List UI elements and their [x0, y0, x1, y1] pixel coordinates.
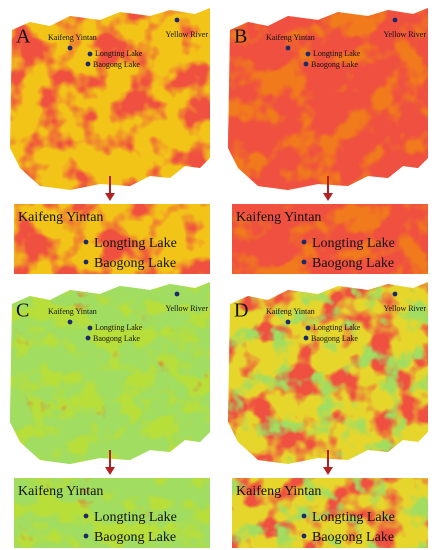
heat-texture	[228, 282, 428, 464]
site-dot	[174, 17, 180, 23]
place-label: Kaifeng Yintan	[48, 33, 97, 42]
arrow-head	[105, 193, 115, 201]
site-dot	[285, 319, 291, 325]
place-label: Kaifeng Yintan	[266, 33, 315, 42]
site-dot	[83, 239, 89, 245]
site-dot	[83, 533, 89, 539]
site-dot	[87, 51, 93, 57]
place-label: Longting Lake	[313, 49, 361, 58]
site-dot	[285, 45, 291, 51]
place-label: Baogong Lake	[93, 60, 140, 69]
site-dot	[67, 45, 73, 51]
place-label: Kaifeng Yintan	[266, 307, 315, 316]
heat-texture	[10, 282, 210, 464]
site-dot	[305, 325, 311, 331]
place-label: Baogong Lake	[312, 530, 394, 545]
panel: D Kaifeng Yintan Longting Lake Baogong Lake…	[228, 282, 428, 548]
site-dot	[392, 291, 398, 297]
zoom-inset: Kaifeng Yintan Longting Lake Baogong Lake	[232, 204, 428, 274]
site-dot	[301, 259, 307, 265]
heat-texture	[14, 478, 210, 548]
map	[10, 282, 210, 464]
map	[228, 8, 428, 190]
place-label: Kaifeng Yintan	[48, 307, 97, 316]
site-dot	[174, 291, 180, 297]
site-dot	[83, 259, 89, 265]
heat-texture	[232, 478, 428, 548]
panel: A Kaifeng Yintan Longting Lake Baogong Lake…	[10, 8, 210, 274]
place-label: Yellow River	[383, 30, 426, 39]
site-dot	[301, 533, 307, 539]
zoom-inset: Kaifeng Yintan Longting Lake Baogong Lake	[14, 478, 210, 548]
place-label: Longting Lake	[313, 323, 361, 332]
place-label: Longting Lake	[312, 510, 395, 525]
panel-letter: B	[234, 26, 247, 48]
site-dot	[305, 51, 311, 57]
place-label: Longting Lake	[312, 236, 395, 251]
place-label: Kaifeng Yintan	[18, 484, 103, 499]
place-label: Longting Lake	[95, 49, 143, 58]
arrow-head	[323, 193, 333, 201]
place-label: Yellow River	[165, 30, 208, 39]
heat-texture	[14, 204, 210, 274]
place-label: Kaifeng Yintan	[18, 210, 103, 225]
panel-letter: C	[16, 300, 29, 322]
site-dot	[301, 239, 307, 245]
place-label: Yellow River	[383, 304, 426, 313]
panel: C Kaifeng Yintan Longting Lake Baogong Lake…	[10, 282, 210, 548]
arrow-head	[323, 467, 333, 475]
panel-letter: A	[16, 26, 31, 48]
site-dot	[87, 325, 93, 331]
map	[10, 8, 210, 190]
panel: B Kaifeng Yintan Longting Lake Baogong Lake…	[228, 8, 428, 274]
site-dot	[392, 17, 398, 23]
site-dot	[301, 513, 307, 519]
place-label: Baogong Lake	[311, 334, 358, 343]
zoom-inset: Kaifeng Yintan Longting Lake Baogong Lake	[232, 478, 428, 548]
place-label: Longting Lake	[94, 236, 177, 251]
place-label: Baogong Lake	[94, 530, 176, 545]
zoom-inset: Kaifeng Yintan Longting Lake Baogong Lake	[14, 204, 210, 274]
site-dot	[303, 61, 309, 67]
site-dot	[85, 61, 91, 67]
place-label: Baogong Lake	[94, 256, 176, 271]
place-label: Longting Lake	[94, 510, 177, 525]
site-dot	[303, 335, 309, 341]
place-label: Kaifeng Yintan	[236, 484, 321, 499]
site-dot	[67, 319, 73, 325]
place-label: Baogong Lake	[311, 60, 358, 69]
heat-texture	[228, 8, 428, 190]
place-label: Yellow River	[165, 304, 208, 313]
panel-letter: D	[234, 300, 248, 322]
place-label: Baogong Lake	[93, 334, 140, 343]
site-dot	[83, 513, 89, 519]
map	[228, 282, 428, 464]
arrow-head	[105, 467, 115, 475]
heat-texture	[232, 204, 428, 274]
heat-texture	[10, 8, 210, 190]
place-label: Baogong Lake	[312, 256, 394, 271]
site-dot	[85, 335, 91, 341]
place-label: Longting Lake	[95, 323, 143, 332]
place-label: Kaifeng Yintan	[236, 210, 321, 225]
